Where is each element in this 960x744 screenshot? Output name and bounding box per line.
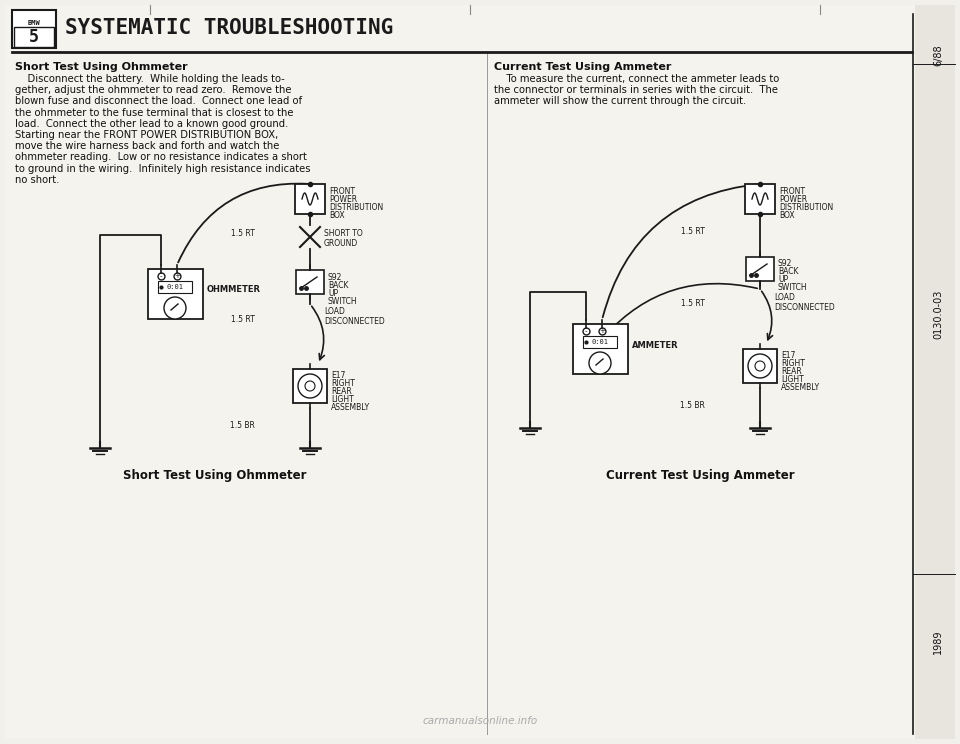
Text: DISCONNECTED: DISCONNECTED [774, 303, 835, 312]
Bar [743, 349, 777, 383]
Text: no short.: no short. [15, 175, 60, 185]
Circle shape [589, 352, 611, 374]
Bar [745, 184, 775, 214]
Text: FRONT: FRONT [329, 187, 355, 196]
Bar [14, 27, 54, 47]
Text: OHMMETER: OHMMETER [206, 286, 260, 295]
Text: 0130.0-03: 0130.0-03 [933, 289, 943, 339]
Bar [148, 269, 203, 319]
Text: E17: E17 [781, 351, 796, 361]
Text: BMW: BMW [28, 20, 40, 26]
Text: 0:01: 0:01 [591, 339, 609, 345]
Text: to ground in the wiring.  Infinitely high resistance indicates: to ground in the wiring. Infinitely high… [15, 164, 310, 173]
Text: REAR: REAR [781, 368, 802, 376]
Text: SYSTEMATIC TROUBLESHOOTING: SYSTEMATIC TROUBLESHOOTING [65, 18, 394, 38]
Text: -: - [159, 273, 162, 279]
Text: S92: S92 [778, 260, 792, 269]
Text: Disconnect the battery.  While holding the leads to-: Disconnect the battery. While holding th… [15, 74, 285, 84]
Text: Short Test Using Ohmmeter: Short Test Using Ohmmeter [15, 62, 187, 72]
Text: SHORT TO: SHORT TO [324, 228, 363, 237]
Text: the connector or terminals in series with the circuit.  The: the connector or terminals in series wit… [494, 86, 778, 95]
Bar [295, 184, 325, 214]
Bar [583, 336, 617, 348]
Bar [915, 5, 955, 739]
Text: UP: UP [328, 289, 338, 298]
Text: E17: E17 [331, 371, 346, 380]
Text: LOAD: LOAD [324, 307, 345, 316]
Text: 1.5 RT: 1.5 RT [682, 300, 705, 309]
Bar [293, 369, 327, 403]
Text: ohmmeter reading.  Low or no resistance indicates a short: ohmmeter reading. Low or no resistance i… [15, 153, 307, 162]
Text: RIGHT: RIGHT [331, 379, 355, 388]
Text: POWER: POWER [779, 194, 807, 204]
Text: DISTRIBUTION: DISTRIBUTION [329, 202, 383, 211]
Text: UP: UP [778, 275, 788, 284]
Circle shape [748, 354, 772, 378]
Text: DISCONNECTED: DISCONNECTED [324, 318, 385, 327]
Text: Current Test Using Ammeter: Current Test Using Ammeter [494, 62, 671, 72]
Text: RIGHT: RIGHT [781, 359, 804, 368]
Circle shape [298, 374, 322, 398]
Text: BOX: BOX [779, 211, 795, 219]
Text: Short Test Using Ohmmeter: Short Test Using Ohmmeter [123, 469, 307, 482]
Text: 1.5 RT: 1.5 RT [231, 315, 255, 324]
Circle shape [305, 381, 315, 391]
Text: 1.5 BR: 1.5 BR [680, 402, 705, 411]
Text: BACK: BACK [328, 280, 348, 289]
Text: 6/88: 6/88 [933, 44, 943, 65]
Text: 1989: 1989 [933, 629, 943, 654]
Bar [746, 257, 774, 281]
Text: 1.5 RT: 1.5 RT [231, 228, 255, 237]
Text: 1.5 BR: 1.5 BR [230, 422, 255, 431]
Text: ASSEMBLY: ASSEMBLY [331, 403, 371, 412]
Text: BACK: BACK [778, 268, 799, 277]
Text: SWITCH: SWITCH [778, 283, 807, 292]
Bar [12, 10, 56, 48]
Text: To measure the current, connect the ammeter leads to: To measure the current, connect the amme… [494, 74, 780, 84]
Text: BOX: BOX [329, 211, 345, 219]
Text: 5: 5 [29, 28, 39, 46]
Bar [158, 281, 192, 293]
Text: gether, adjust the ohmmeter to read zero.  Remove the: gether, adjust the ohmmeter to read zero… [15, 86, 292, 95]
Text: +: + [599, 328, 605, 334]
Text: 0:01: 0:01 [166, 284, 183, 290]
Text: REAR: REAR [331, 388, 351, 397]
Text: AMMETER: AMMETER [632, 341, 678, 350]
Text: GROUND: GROUND [324, 239, 358, 248]
Text: load.  Connect the other lead to a known good ground.: load. Connect the other lead to a known … [15, 119, 288, 129]
Text: +: + [174, 273, 180, 279]
Text: ammeter will show the current through the circuit.: ammeter will show the current through th… [494, 97, 746, 106]
Circle shape [755, 361, 765, 371]
Text: blown fuse and disconnect the load.  Connect one lead of: blown fuse and disconnect the load. Conn… [15, 97, 302, 106]
Text: the ohmmeter to the fuse terminal that is closest to the: the ohmmeter to the fuse terminal that i… [15, 108, 294, 118]
Text: Starting near the FRONT POWER DISTRIBUTION BOX,: Starting near the FRONT POWER DISTRIBUTI… [15, 130, 278, 140]
Text: LIGHT: LIGHT [331, 396, 353, 405]
Circle shape [164, 297, 186, 319]
Text: FRONT: FRONT [779, 187, 805, 196]
Text: S92: S92 [328, 272, 343, 281]
Bar [296, 270, 324, 294]
Text: Current Test Using Ammeter: Current Test Using Ammeter [606, 469, 794, 482]
Text: -: - [585, 328, 588, 334]
Text: POWER: POWER [329, 194, 357, 204]
Text: LIGHT: LIGHT [781, 376, 804, 385]
Text: move the wire harness back and forth and watch the: move the wire harness back and forth and… [15, 141, 279, 151]
Bar [572, 324, 628, 374]
Text: carmanualsonline.info: carmanualsonline.info [422, 716, 538, 726]
Text: SWITCH: SWITCH [328, 297, 358, 306]
Text: DISTRIBUTION: DISTRIBUTION [779, 202, 833, 211]
Text: ASSEMBLY: ASSEMBLY [781, 383, 820, 393]
Text: LOAD: LOAD [774, 292, 795, 301]
Text: 1.5 RT: 1.5 RT [682, 226, 705, 236]
